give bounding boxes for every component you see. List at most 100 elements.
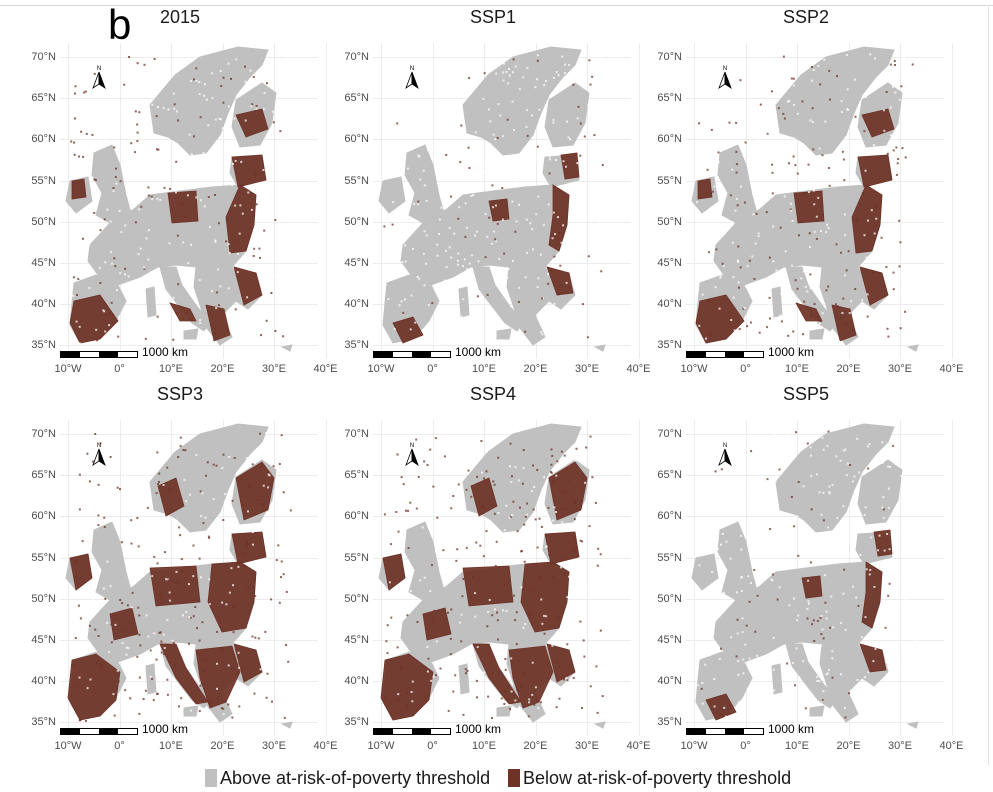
- region-below-threshold: [546, 643, 576, 683]
- longitude-label: 30°E: [262, 740, 286, 752]
- region-below-threshold: [462, 565, 514, 607]
- region-above-threshold: [713, 561, 883, 663]
- latitude-label: 35°N: [31, 716, 56, 729]
- region-above-threshold: [544, 82, 590, 148]
- region-below-threshold: [169, 302, 197, 322]
- region-below-threshold: [520, 561, 570, 633]
- latitude-label: 40°N: [657, 675, 682, 688]
- longitude-label: 20°E: [523, 363, 548, 375]
- region-below-threshold: [795, 302, 823, 322]
- region-above-threshold: [775, 46, 895, 156]
- scale-label: 1000 km: [768, 722, 815, 736]
- lon-gridline: [638, 43, 640, 359]
- latitude-label: 50°N: [31, 592, 56, 605]
- europe-map: [691, 46, 919, 352]
- longitude-label: 0°: [114, 363, 125, 375]
- latitude-label: 45°N: [31, 257, 56, 269]
- latitude-label: 70°N: [344, 428, 369, 440]
- region-above-threshold: [280, 721, 293, 729]
- region-above-threshold: [404, 144, 446, 224]
- latitude-label: 70°N: [31, 51, 56, 63]
- latitude-label: 50°N: [657, 592, 682, 605]
- region-below-threshold: [695, 294, 745, 344]
- latitude-label: 40°N: [31, 298, 56, 311]
- latitude-label: 50°N: [31, 215, 56, 228]
- lat-gridline: [373, 57, 631, 58]
- region-above-threshold: [593, 344, 606, 352]
- north-arrow-icon: N: [92, 66, 106, 90]
- region-below-threshold: [231, 154, 267, 188]
- longitude-label: 10°E: [472, 363, 496, 375]
- longitude-label: 40°E: [313, 363, 338, 375]
- scale-bar: [60, 351, 138, 358]
- longitude-label: 30°E: [575, 363, 599, 375]
- longitude-label: 30°E: [888, 740, 912, 752]
- lat-gridline: [60, 722, 318, 724]
- lon-gridline: [900, 420, 901, 736]
- panel-letter: b: [108, 1, 132, 48]
- scale-bar-segment: [393, 352, 412, 357]
- region-below-threshold: [472, 643, 522, 705]
- north-label: N: [723, 443, 727, 449]
- region-below-threshold: [560, 152, 580, 180]
- longitude-label: 10°E: [159, 740, 183, 752]
- scale-bar-segment: [725, 729, 744, 734]
- longitude-label: 40°E: [626, 363, 651, 375]
- region-above-threshold: [496, 705, 512, 717]
- region-above-threshold: [183, 328, 199, 340]
- north-label: N: [723, 66, 727, 72]
- region-above-threshold: [462, 46, 582, 156]
- legend: Above at-risk-of-poverty threshold Below…: [0, 765, 993, 789]
- latitude-label: 45°N: [31, 634, 56, 646]
- lat-gridline: [686, 180, 944, 182]
- region-below-threshold: [233, 643, 263, 683]
- scale-bar-segment: [99, 352, 118, 357]
- lon-gridline: [587, 420, 588, 736]
- scale-bar-segment: [61, 729, 80, 734]
- region-above-threshold: [404, 521, 446, 601]
- region-above-threshold: [771, 286, 783, 318]
- latitude-label: 50°N: [657, 215, 682, 228]
- lat-gridline: [686, 434, 944, 435]
- scale-bar-segment: [374, 729, 393, 734]
- region-below-threshold: [422, 607, 452, 641]
- scale-bar-segment: [706, 729, 725, 734]
- region-above-threshold: [378, 176, 406, 214]
- north-label: N: [410, 66, 414, 72]
- longitude-label: 10°W: [54, 740, 82, 752]
- latitude-label: 35°N: [31, 339, 56, 352]
- region-below-threshold: [235, 108, 269, 138]
- cell-texture: [72, 430, 292, 722]
- lon-gridline: [325, 43, 327, 359]
- region-below-threshold: [793, 190, 825, 224]
- region-below-threshold: [205, 304, 231, 342]
- region-below-threshold: [149, 565, 201, 607]
- latitude-label: 35°N: [657, 339, 682, 352]
- longitude-label: 10°W: [680, 363, 708, 375]
- north-label: N: [410, 443, 414, 449]
- longitude-label: 20°E: [210, 363, 235, 375]
- north-label: N: [97, 66, 101, 72]
- latitude-label: 70°N: [657, 51, 682, 63]
- map-panel-ssp4: SSP4 70°N 65°N 60°N 55°N 50°N 45°N 40°N 35°N 10°W…: [313, 382, 650, 762]
- region-above-threshold: [906, 344, 919, 352]
- longitude-label: 20°E: [836, 363, 861, 375]
- region-below-threshold: [857, 154, 893, 188]
- longitude-label: 40°E: [939, 363, 964, 375]
- longitude-label: 10°W: [54, 363, 82, 375]
- latitude-label: 45°N: [344, 634, 369, 646]
- map-panel-2015: 2015 70°N 65°N 60°N 55°N 50°N 45°N 40°N 35°N 10°W…: [0, 5, 337, 385]
- europe-map: [378, 46, 606, 352]
- region-below-threshold: [859, 266, 889, 306]
- scale-bar-segment: [744, 729, 763, 734]
- legend-key-above: [205, 769, 217, 787]
- lat-gridline: [60, 557, 318, 559]
- region-above-threshold: [809, 705, 825, 717]
- scale-label: 1000 km: [142, 345, 189, 359]
- region-below-threshold: [225, 184, 257, 254]
- region-above-threshold: [771, 663, 783, 695]
- scale-label: 1000 km: [768, 345, 815, 359]
- latitude-label: 40°N: [657, 298, 682, 311]
- lat-gridline: [60, 434, 318, 435]
- longitude-label: 30°E: [262, 363, 286, 375]
